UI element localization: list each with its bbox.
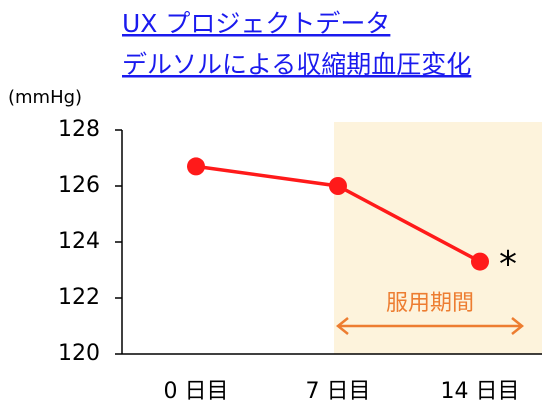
- significance-mark: *: [499, 244, 517, 285]
- y-axis-label: (mmHg): [8, 87, 82, 108]
- y-tick-label: 122: [58, 285, 100, 310]
- y-tick-label: 120: [58, 341, 100, 366]
- x-tick-label: 0 日目: [164, 379, 229, 404]
- y-tick-label: 128: [58, 117, 100, 142]
- data-point: [187, 157, 205, 176]
- x-tick-label: 7 日目: [306, 379, 371, 404]
- arrow-head: [511, 317, 525, 335]
- y-tick-label: 124: [58, 229, 100, 254]
- arrow-head: [335, 317, 349, 335]
- x-tick-label: 14 日目: [441, 379, 520, 404]
- data-point: [329, 177, 347, 195]
- y-tick-label: 126: [58, 173, 100, 198]
- period-label: 服用期間: [386, 291, 474, 316]
- data-point: [471, 252, 489, 271]
- chart-title: デルソルによる収縮期血圧変化: [122, 50, 471, 79]
- chart-title: UX プロジェクトデータ: [122, 9, 390, 38]
